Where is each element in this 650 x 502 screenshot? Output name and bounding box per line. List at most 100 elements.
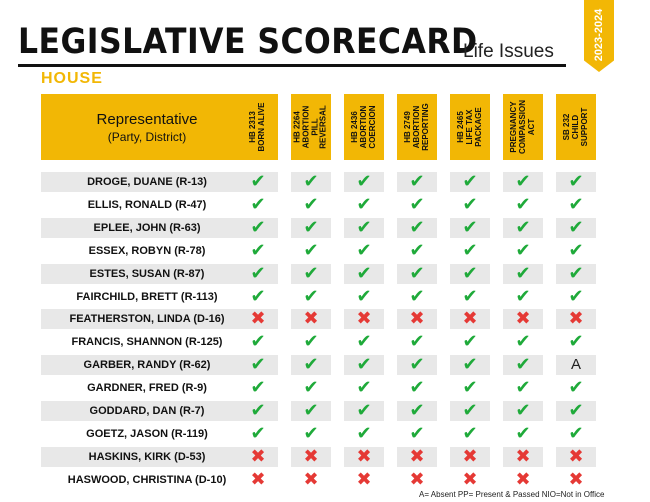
representative-name: GARBER, RANDY (R-62) [83, 359, 211, 371]
title-divider [18, 64, 566, 67]
yes-check-icon: ✔ [250, 400, 266, 421]
cell-background [238, 218, 278, 238]
yes-check-icon: ✔ [409, 377, 425, 398]
yes-check-icon: ✔ [515, 240, 531, 261]
yes-check-icon: ✔ [303, 423, 319, 444]
yes-check-icon: ✔ [515, 331, 531, 352]
yes-check-icon: ✔ [515, 354, 531, 375]
yes-check-icon: ✔ [356, 423, 372, 444]
yes-check-icon: ✔ [462, 171, 478, 192]
cell-background [397, 264, 437, 284]
row-background [41, 218, 253, 238]
representative-name: FEATHERSTON, LINDA (D-16) [69, 313, 225, 325]
representative-name: EPLEE, JOHN (R-63) [93, 222, 201, 234]
cell-background [238, 172, 278, 192]
yes-check-icon: ✔ [409, 286, 425, 307]
yes-check-icon: ✔ [462, 263, 478, 284]
cell-background [238, 447, 278, 467]
representative-name: FRANCIS, SHANNON (R-125) [71, 336, 223, 348]
yes-check-icon: ✔ [250, 194, 266, 215]
bill-header-label: HB 2465 LIFE TAX PACKAGE [455, 107, 483, 147]
no-cross-icon: ✖ [568, 308, 584, 329]
cell-background [503, 401, 543, 421]
cell-background [397, 172, 437, 192]
bill-column-header: HB 2264 ABORTION PILL REVERSAL [291, 94, 331, 160]
no-cross-icon: ✖ [462, 469, 478, 490]
no-cross-icon: ✖ [303, 469, 319, 490]
cell-background [556, 355, 596, 375]
yes-check-icon: ✔ [515, 217, 531, 238]
cell-background [291, 447, 331, 467]
representative-name: ESTES, SUSAN (R-87) [89, 268, 205, 280]
yes-check-icon: ✔ [462, 331, 478, 352]
yes-check-icon: ✔ [409, 354, 425, 375]
no-cross-icon: ✖ [250, 308, 266, 329]
yes-check-icon: ✔ [356, 354, 372, 375]
cell-background [291, 218, 331, 238]
yes-check-icon: ✔ [250, 377, 266, 398]
row-background [41, 172, 253, 192]
yes-check-icon: ✔ [303, 331, 319, 352]
cell-background [344, 172, 384, 192]
cell-background [450, 218, 490, 238]
cell-background [238, 264, 278, 284]
cell-background [556, 309, 596, 329]
yes-check-icon: ✔ [250, 423, 266, 444]
cell-background [344, 401, 384, 421]
representative-name: ELLIS, RONALD (R-47) [87, 199, 207, 211]
cell-background [397, 309, 437, 329]
no-cross-icon: ✖ [409, 308, 425, 329]
yes-check-icon: ✔ [409, 331, 425, 352]
yes-check-icon: ✔ [409, 240, 425, 261]
no-cross-icon: ✖ [250, 446, 266, 467]
bill-header-label: PREGNANCY COMPASSION ACT [508, 99, 536, 155]
cell-background [344, 309, 384, 329]
legend-note: A= Absent PP= Present & Passed NIO=Not i… [419, 490, 605, 499]
no-cross-icon: ✖ [409, 469, 425, 490]
yes-check-icon: ✔ [303, 171, 319, 192]
yes-check-icon: ✔ [462, 240, 478, 261]
cell-background [503, 309, 543, 329]
row-background [41, 447, 253, 467]
scorecard-title: LEGISLATIVE SCORECARD [18, 22, 478, 62]
yes-check-icon: ✔ [409, 400, 425, 421]
cell-background [503, 218, 543, 238]
yes-check-icon: ✔ [409, 194, 425, 215]
yes-check-icon: ✔ [515, 286, 531, 307]
bill-header-label: HB 2264 ABORTION PILL REVERSAL [292, 105, 328, 149]
cell-background [556, 264, 596, 284]
no-cross-icon: ✖ [250, 469, 266, 490]
representative-header-label: Representative [96, 111, 198, 128]
bill-header-label: HB 2749 ABORTION REPORTING [402, 103, 430, 151]
yes-check-icon: ✔ [462, 400, 478, 421]
bill-header-label: HB 2436 ABORTION COERCION [349, 105, 377, 149]
representative-column-header: Representative (Party, District) [41, 94, 253, 160]
bill-header-label: HB 2313 BORN ALIVE [248, 102, 266, 152]
yes-check-icon: ✔ [568, 331, 584, 352]
bill-column-header: SB 232 CHILD SUPPORT [556, 94, 596, 160]
bill-header-label: SB 232 CHILD SUPPORT [561, 107, 589, 147]
no-cross-icon: ✖ [409, 446, 425, 467]
bill-column-header: HB 2749 ABORTION REPORTING [397, 94, 437, 160]
yes-check-icon: ✔ [568, 240, 584, 261]
no-cross-icon: ✖ [568, 469, 584, 490]
chamber-label: HOUSE [41, 70, 103, 87]
cell-background [397, 401, 437, 421]
yes-check-icon: ✔ [409, 217, 425, 238]
yes-check-icon: ✔ [515, 194, 531, 215]
yes-check-icon: ✔ [409, 263, 425, 284]
yes-check-icon: ✔ [462, 194, 478, 215]
cell-background [344, 218, 384, 238]
yes-check-icon: ✔ [250, 240, 266, 261]
year-ribbon: 2023-2024 [584, 0, 614, 72]
bill-column-header: HB 2465 LIFE TAX PACKAGE [450, 94, 490, 160]
no-cross-icon: ✖ [515, 308, 531, 329]
cell-background [450, 447, 490, 467]
cell-background [503, 355, 543, 375]
yes-check-icon: ✔ [568, 171, 584, 192]
year-label: 2023-2024 [593, 8, 605, 62]
yes-check-icon: ✔ [515, 423, 531, 444]
cell-background [556, 447, 596, 467]
cell-background [291, 172, 331, 192]
yes-check-icon: ✔ [515, 377, 531, 398]
